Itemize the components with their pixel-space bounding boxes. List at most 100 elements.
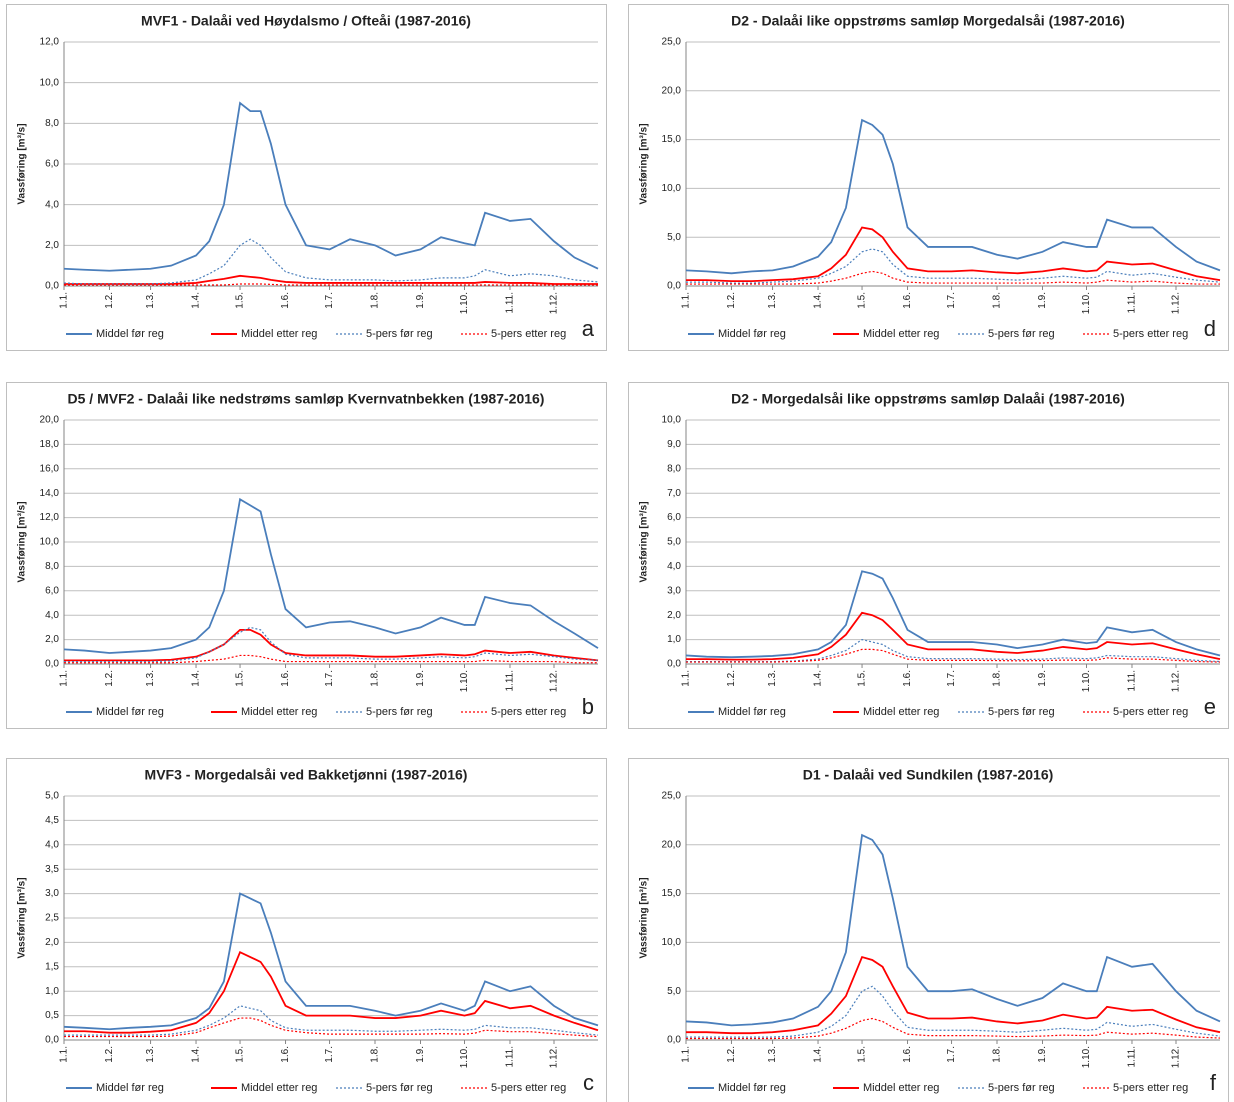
y-tick-label: 25,0 xyxy=(662,37,682,48)
series-line xyxy=(63,238,599,285)
y-tick-label: 1,0 xyxy=(45,986,59,997)
series-line xyxy=(686,226,1221,283)
series-line xyxy=(686,1017,1221,1040)
y-axis-label: Vassføring [m³/s] xyxy=(639,877,650,958)
y-tick-label: 0,0 xyxy=(667,281,681,292)
series-line xyxy=(686,648,1221,663)
legend-label: 5-pers etter reg xyxy=(491,328,566,340)
series-line xyxy=(64,626,599,663)
y-tick-label: 5,0 xyxy=(667,986,681,997)
series-line xyxy=(685,833,1221,1027)
y-tick-label: 4,0 xyxy=(45,839,59,850)
x-tick-label: 1.8. xyxy=(370,292,381,309)
legend-label: Middel før reg xyxy=(96,328,164,340)
series-line xyxy=(64,950,599,1034)
y-tick-label: 4,5 xyxy=(45,815,59,826)
legend-label: 5-pers etter reg xyxy=(1113,706,1188,718)
y-tick-label: 1,5 xyxy=(45,961,59,972)
y-tick-label: 6,0 xyxy=(45,159,59,170)
x-tick-label: 1.11. xyxy=(505,1046,516,1068)
y-axis-label: Vassføring [m³/s] xyxy=(639,501,650,582)
y-tick-label: 4,0 xyxy=(45,199,59,210)
legend-label: 5-pers etter reg xyxy=(1113,1082,1188,1094)
x-tick-label: 1.6. xyxy=(902,292,913,309)
panel xyxy=(6,4,607,351)
x-tick-label: 1.3. xyxy=(145,1046,156,1063)
x-tick-label: 1.7. xyxy=(324,1046,335,1063)
legend-label: Middel etter reg xyxy=(241,328,317,340)
x-tick-label: 1.1. xyxy=(681,670,692,687)
x-tick-label: 1.2. xyxy=(726,670,737,687)
legend-label: Middel før reg xyxy=(96,1082,164,1094)
x-tick-label: 1.10. xyxy=(459,1046,470,1068)
panel-label: f xyxy=(1210,1070,1217,1095)
x-tick-label: 1.1. xyxy=(59,1046,70,1063)
legend-label: 5-pers før reg xyxy=(988,706,1055,718)
x-tick-label: 1.4. xyxy=(813,292,824,309)
x-tick-label: 1.7. xyxy=(946,292,957,309)
y-tick-label: 9,0 xyxy=(667,439,681,450)
chart-title: MVF1 - Dalaåi ved Høydalsmo / Ofteåi (19… xyxy=(141,13,471,29)
x-tick-label: 1.11. xyxy=(1127,670,1138,692)
legend-label: Middel før reg xyxy=(718,328,786,340)
x-tick-label: 1.10. xyxy=(1081,292,1092,314)
x-tick-label: 1.6. xyxy=(902,670,913,687)
y-tick-label: 0,0 xyxy=(45,281,59,292)
series-line xyxy=(685,570,1221,659)
y-tick-label: 2,0 xyxy=(45,240,59,251)
x-tick-label: 1.9. xyxy=(415,292,426,309)
x-tick-label: 1.7. xyxy=(946,1046,957,1063)
x-tick-label: 1.11. xyxy=(1127,1046,1138,1068)
x-tick-label: 1.3. xyxy=(145,292,156,309)
y-tick-label: 4,0 xyxy=(45,610,59,621)
y-tick-label: 12,0 xyxy=(40,512,60,523)
x-tick-label: 1.2. xyxy=(104,670,115,687)
x-tick-label: 1.4. xyxy=(813,1046,824,1063)
legend-label: Middel etter reg xyxy=(863,328,939,340)
y-tick-label: 6,0 xyxy=(45,585,59,596)
x-tick-label: 1.5. xyxy=(235,292,246,309)
y-tick-label: 10,0 xyxy=(662,183,682,194)
x-tick-label: 1.6. xyxy=(902,1046,913,1063)
series-line xyxy=(64,1017,599,1038)
panel-label: c xyxy=(583,1070,594,1095)
x-tick-label: 1.8. xyxy=(992,292,1003,309)
panel xyxy=(6,758,607,1102)
y-tick-label: 0,0 xyxy=(667,1035,681,1046)
x-tick-label: 1.4. xyxy=(191,670,202,687)
x-tick-label: 1.7. xyxy=(946,670,957,687)
panel-label: b xyxy=(582,694,594,719)
y-tick-label: 0,0 xyxy=(45,1035,59,1046)
series-line xyxy=(64,274,598,285)
x-tick-label: 1.5. xyxy=(857,1046,868,1063)
y-tick-label: 3,0 xyxy=(45,888,59,899)
x-tick-label: 1.9. xyxy=(415,1046,426,1063)
x-tick-label: 1.2. xyxy=(726,1046,737,1063)
y-tick-label: 7,0 xyxy=(667,488,681,499)
x-tick-label: 1.4. xyxy=(813,670,824,687)
y-tick-label: 10,0 xyxy=(40,77,60,88)
chart-title: D2 - Dalaåi like oppstrøms samløp Morged… xyxy=(731,13,1125,29)
legend-label: Middel etter reg xyxy=(241,1082,317,1094)
y-tick-label: 4,0 xyxy=(667,561,681,572)
y-tick-label: 2,0 xyxy=(667,610,681,621)
y-tick-label: 25,0 xyxy=(662,791,682,802)
y-axis-label: Vassføring [m³/s] xyxy=(17,501,28,582)
legend-label: 5-pers før reg xyxy=(366,706,433,718)
series-line xyxy=(63,101,599,272)
y-axis-label: Vassføring [m³/s] xyxy=(17,877,28,958)
legend-label: Middel før reg xyxy=(718,706,786,718)
y-tick-label: 3,5 xyxy=(45,864,59,875)
y-tick-label: 20,0 xyxy=(662,85,682,96)
legend-label: Middel etter reg xyxy=(863,1082,939,1094)
panel xyxy=(628,758,1229,1102)
x-tick-label: 1.2. xyxy=(104,1046,115,1063)
panel-label: e xyxy=(1204,694,1216,719)
legend-label: Middel etter reg xyxy=(863,706,939,718)
legend-label: 5-pers før reg xyxy=(988,328,1055,340)
x-tick-label: 1.11. xyxy=(505,292,516,314)
x-tick-label: 1.3. xyxy=(767,1046,778,1063)
x-tick-label: 1.3. xyxy=(767,670,778,687)
